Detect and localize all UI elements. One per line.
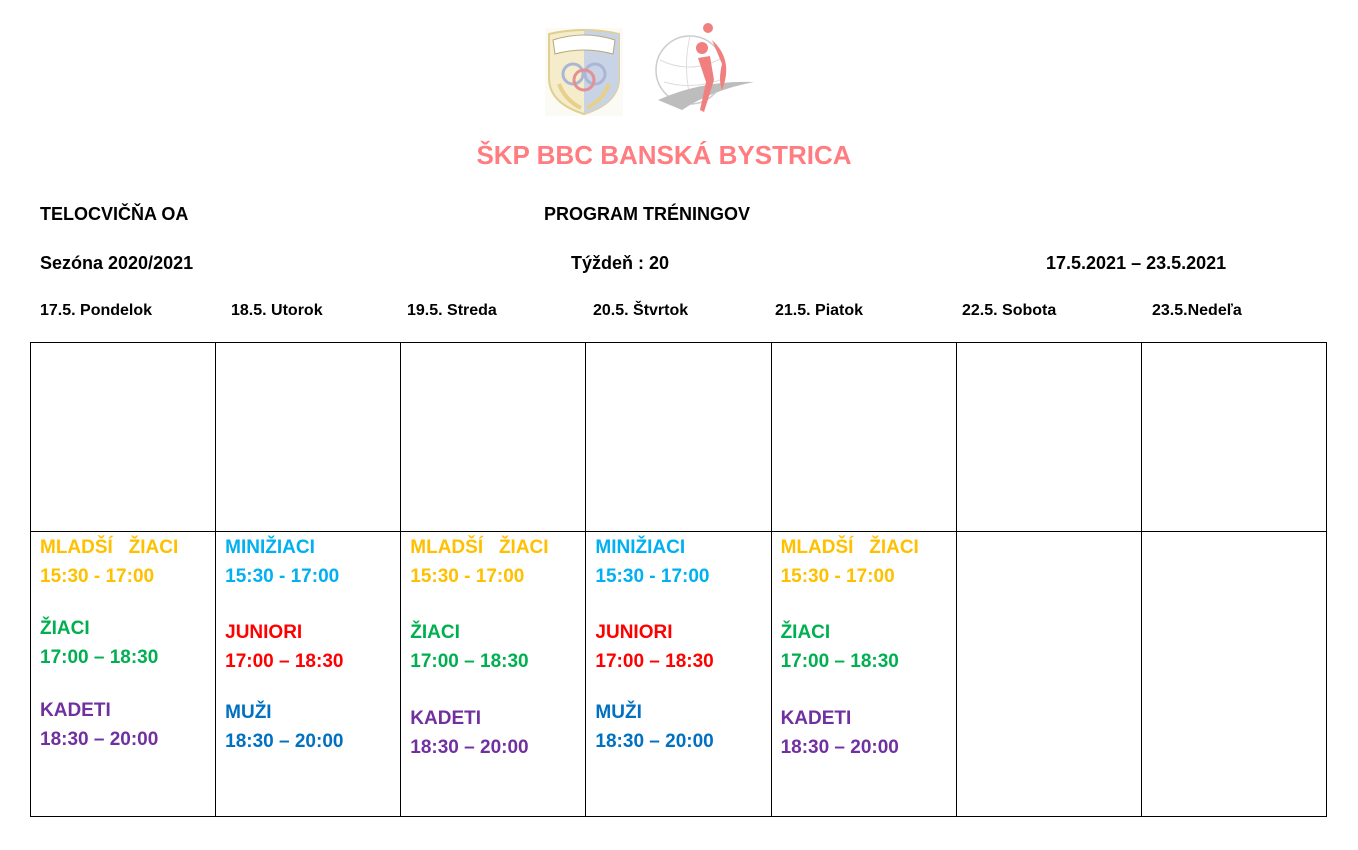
team-name: ŽIACI bbox=[410, 622, 460, 643]
training-row: MLADŠÍ ŽIACI 15:30 - 17:00 ŽIACI 17:00 – 18… bbox=[29, 531, 1328, 817]
training-entry: MUŽI 18:30 – 20:00 bbox=[225, 698, 400, 756]
day-header: 22.5. Sobota bbox=[962, 302, 1057, 319]
team-name: KADETI bbox=[780, 708, 852, 729]
program-label: PROGRAM TRÉNINGOV bbox=[544, 204, 751, 224]
team-name: MINIŽIACI bbox=[595, 537, 686, 558]
team-name: JUNIORI bbox=[595, 622, 673, 643]
training-time: 15:30 - 17:00 bbox=[410, 566, 525, 587]
training-entry: MLADŠÍ ŽIACI 15:30 - 17:00 bbox=[40, 533, 215, 591]
table-cell bbox=[215, 342, 402, 532]
season-label: Sezóna 2020/2021 bbox=[40, 253, 194, 273]
training-time: 17:00 – 18:30 bbox=[40, 647, 159, 668]
table-cell bbox=[1140, 342, 1328, 532]
day-header: 20.5. Štvrtok bbox=[593, 302, 689, 319]
training-entry: KADETI 18:30 – 20:00 bbox=[781, 704, 956, 762]
training-time: 18:30 – 20:00 bbox=[595, 731, 714, 752]
date-range-label: 17.5.2021 – 23.5.2021 bbox=[1046, 253, 1227, 273]
training-time: 18:30 – 20:00 bbox=[225, 731, 344, 752]
team-name: MUŽI bbox=[595, 702, 642, 723]
training-entry: ŽIACI 17:00 – 18:30 bbox=[781, 618, 956, 676]
training-entry: ŽIACI 17:00 – 18:30 bbox=[40, 614, 215, 672]
table-cell bbox=[770, 342, 957, 532]
team-name: MLADŠÍ ŽIACI bbox=[410, 537, 549, 558]
team-name: JUNIORI bbox=[225, 622, 303, 643]
team-name: KADETI bbox=[40, 700, 111, 721]
training-time: 15:30 - 17:00 bbox=[595, 566, 710, 587]
basketball-player-logo bbox=[655, 23, 754, 112]
training-time: 15:30 - 17:00 bbox=[780, 566, 895, 587]
training-entry: JUNIORI 17:00 – 18:30 bbox=[595, 618, 770, 676]
team-name: MINIŽIACI bbox=[225, 537, 315, 558]
training-time: 18:30 – 20:00 bbox=[40, 729, 159, 750]
training-entry: ŽIACI 17:00 – 18:30 bbox=[410, 618, 585, 676]
team-name: ŽIACI bbox=[40, 618, 90, 639]
training-entry: KADETI 18:30 – 20:00 bbox=[410, 704, 585, 762]
table-cell bbox=[29, 342, 217, 532]
team-name: KADETI bbox=[410, 708, 482, 729]
training-time: 17:00 – 18:30 bbox=[225, 651, 344, 672]
day-header: 19.5. Streda bbox=[407, 302, 497, 319]
training-entry: MINIŽIACI 15:30 - 17:00 bbox=[595, 533, 770, 591]
training-time: 17:00 – 18:30 bbox=[780, 651, 899, 672]
team-name: ŽIACI bbox=[780, 622, 831, 643]
team-name: MLADŠÍ ŽIACI bbox=[40, 537, 179, 558]
table-cell bbox=[955, 531, 1142, 817]
day-header: 18.5. Utorok bbox=[231, 302, 323, 319]
table-cell: MINIŽIACI 15:30 - 17:00 JUNIORI 17:00 – 18:… bbox=[215, 531, 402, 817]
empty-row bbox=[29, 342, 1328, 532]
training-entry: MINIŽIACI 15:30 - 17:00 bbox=[225, 533, 400, 591]
training-entry: MUŽI 18:30 – 20:00 bbox=[595, 698, 770, 756]
table-cell: MLADŠÍ ŽIACI 15:30 - 17:00 ŽIACI 17:00 – 18… bbox=[400, 531, 587, 817]
table-cell: MLADŠÍ ŽIACI 15:30 - 17:00 ŽIACI 17:00 – 18… bbox=[29, 531, 217, 817]
day-header: 21.5. Piatok bbox=[775, 302, 864, 319]
training-time: 18:30 – 20:00 bbox=[780, 737, 899, 758]
table-cell bbox=[400, 342, 587, 532]
week-label: Týždeň : 20 bbox=[571, 253, 670, 273]
training-time: 15:30 - 17:00 bbox=[40, 566, 155, 587]
training-time: 17:00 – 18:30 bbox=[595, 651, 714, 672]
training-time: 15:30 - 17:00 bbox=[225, 566, 340, 587]
venue-label: TELOCVIČŇA OA bbox=[40, 204, 189, 224]
training-entry: KADETI 18:30 – 20:00 bbox=[40, 696, 215, 754]
schedule-table: MLADŠÍ ŽIACI 15:30 - 17:00 ŽIACI 17:00 – 18… bbox=[29, 342, 1328, 817]
training-time: 18:30 – 20:00 bbox=[410, 737, 529, 758]
day-header: 23.5.Nedeľa bbox=[1152, 302, 1242, 319]
table-cell bbox=[585, 342, 772, 532]
training-time: 17:00 – 18:30 bbox=[410, 651, 529, 672]
table-cell bbox=[955, 342, 1142, 532]
team-name: MLADŠÍ ŽIACI bbox=[780, 537, 919, 558]
table-cell bbox=[1140, 531, 1328, 817]
page-title: ŠKP BBC BANSKÁ BYSTRICA bbox=[476, 140, 852, 170]
table-cell: MINIŽIACI 15:30 - 17:00 JUNIORI 17:00 – 18:… bbox=[585, 531, 772, 817]
training-entry: MLADŠÍ ŽIACI 15:30 - 17:00 bbox=[410, 533, 585, 591]
day-header: 17.5. Pondelok bbox=[40, 302, 153, 319]
police-club-logo bbox=[545, 28, 623, 116]
table-cell: MLADŠÍ ŽIACI 15:30 - 17:00 ŽIACI 17:00 – 18… bbox=[770, 531, 957, 817]
training-entry: MLADŠÍ ŽIACI 15:30 - 17:00 bbox=[781, 533, 956, 591]
team-name: MUŽI bbox=[225, 702, 272, 723]
training-entry: JUNIORI 17:00 – 18:30 bbox=[225, 618, 400, 676]
